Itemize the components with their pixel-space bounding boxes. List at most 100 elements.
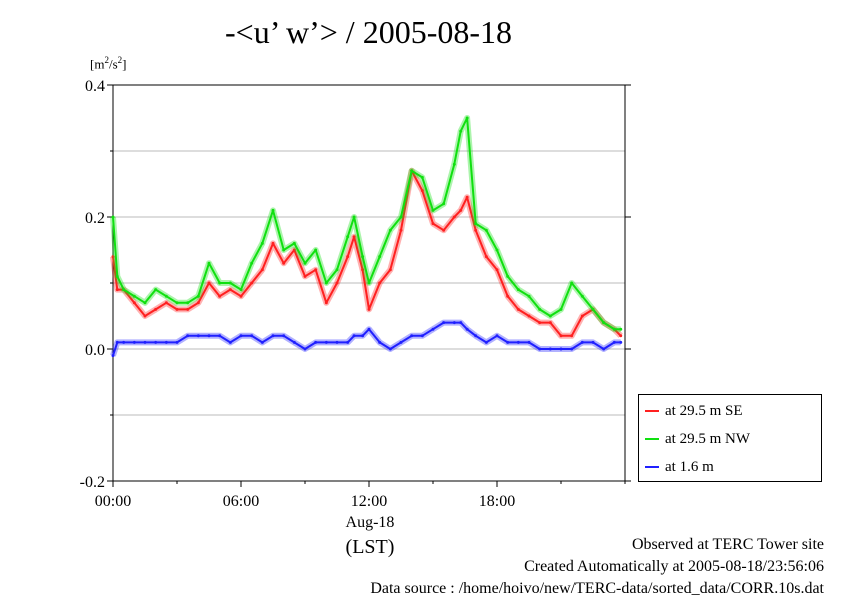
x-axis-unit-label: (LST): [345, 536, 395, 558]
legend-label-nw: at 29.5 m NW: [665, 430, 750, 447]
data-point: [186, 301, 190, 305]
data-point: [378, 340, 382, 344]
x-tick-label: 12:00: [351, 493, 387, 510]
data-point: [228, 340, 232, 344]
data-point: [431, 327, 435, 331]
data-point: [132, 294, 136, 298]
data-point: [420, 334, 424, 338]
data-point: [218, 334, 222, 338]
data-point: [559, 334, 563, 338]
data-point: [612, 327, 616, 331]
data-point: [335, 281, 339, 285]
y-tick-label: 0.4: [85, 78, 105, 95]
data-point: [420, 189, 424, 193]
data-point: [303, 274, 307, 278]
footer-data-source: Data source : /home/hoivo/new/TERC-data/…: [370, 580, 824, 597]
data-point: [548, 314, 552, 318]
data-point: [186, 307, 190, 311]
data-point: [559, 307, 563, 311]
data-point: [115, 288, 119, 292]
data-point: [346, 255, 350, 259]
data-point: [122, 340, 126, 344]
data-point: [352, 334, 356, 338]
x-tick-label: 00:00: [95, 493, 131, 510]
x-tick-label: 18:00: [479, 493, 515, 510]
data-point: [506, 340, 510, 344]
data-point: [314, 268, 318, 272]
data-point: [154, 288, 158, 292]
y-tick-label: 0.0: [85, 342, 105, 359]
data-point: [282, 261, 286, 265]
data-point: [538, 307, 542, 311]
data-point: [175, 307, 179, 311]
data-point: [410, 334, 414, 338]
data-point: [154, 307, 158, 311]
data-point: [388, 347, 392, 351]
data-point: [250, 281, 254, 285]
data-point: [465, 116, 469, 120]
legend-item-nw: at 29.5 m NW: [645, 429, 750, 449]
data-point: [465, 195, 469, 199]
data-point: [465, 327, 469, 331]
data-point: [239, 334, 243, 338]
data-point: [495, 248, 499, 252]
data-point: [352, 215, 356, 219]
data-point: [115, 340, 119, 344]
data-point: [506, 274, 510, 278]
data-point: [474, 334, 478, 338]
data-point: [271, 241, 275, 245]
data-point: [516, 307, 520, 311]
data-point: [335, 268, 339, 272]
data-point: [250, 334, 254, 338]
data-point: [282, 334, 286, 338]
x-tick-label: 06:00: [223, 493, 259, 510]
legend: at 29.5 m SE at 29.5 m NW at 1.6 m: [638, 394, 822, 482]
data-point: [399, 215, 403, 219]
data-point: [164, 294, 168, 298]
data-point: [602, 347, 606, 351]
data-point: [196, 301, 200, 305]
data-point: [303, 347, 307, 351]
data-point: [207, 334, 211, 338]
data-point: [420, 175, 424, 179]
data-point: [346, 235, 350, 239]
data-point: [580, 314, 584, 318]
data-point: [324, 301, 328, 305]
data-point: [361, 268, 365, 272]
chart-title: -<u’ w’> / 2005-08-18: [225, 14, 512, 50]
data-point: [196, 334, 200, 338]
data-point: [228, 288, 232, 292]
data-point: [619, 334, 623, 338]
data-point: [260, 241, 264, 245]
data-point: [260, 340, 264, 344]
legend-item-se: at 29.5 m SE: [645, 401, 743, 421]
data-point: [175, 301, 179, 305]
data-point: [303, 261, 307, 265]
data-point: [132, 301, 136, 305]
data-point: [122, 288, 126, 292]
data-point: [367, 281, 371, 285]
legend-swatch-1-6m: [645, 466, 659, 468]
data-point: [548, 347, 552, 351]
legend-label-1-6m: at 1.6 m: [665, 458, 714, 475]
data-point: [580, 294, 584, 298]
data-point: [282, 248, 286, 252]
data-point: [314, 340, 318, 344]
data-point: [228, 281, 232, 285]
data-point: [570, 334, 574, 338]
data-point: [459, 321, 463, 325]
data-point: [570, 347, 574, 351]
data-point: [388, 228, 392, 232]
data-point: [431, 208, 435, 212]
data-point: [239, 294, 243, 298]
data-point: [452, 162, 456, 166]
legend-label-se: at 29.5 m SE: [665, 402, 743, 419]
series-halo-2: [110, 319, 621, 357]
y-tick-label: 0.2: [85, 210, 105, 227]
data-point: [474, 228, 478, 232]
data-point: [111, 215, 115, 219]
data-point: [459, 208, 463, 212]
data-point: [115, 274, 119, 278]
data-point: [570, 281, 574, 285]
data-point: [218, 294, 222, 298]
